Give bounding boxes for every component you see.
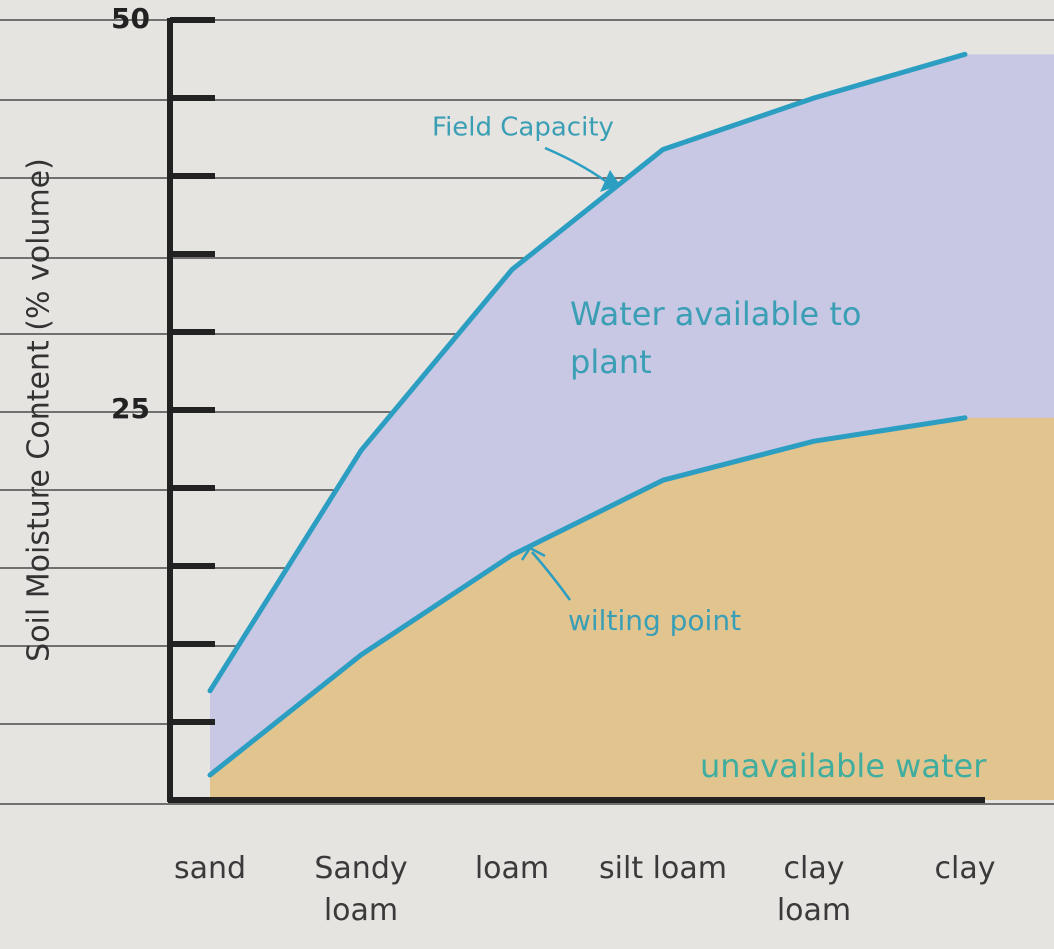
annotation-box: Water available to plant [570,290,950,400]
annotation: unavailable water [700,747,987,785]
x-tick-label: sand [145,848,275,890]
x-tick-label: Sandy loam [296,848,426,932]
annotation: Field Capacity [432,113,614,143]
x-tick-label: clay loam [749,848,879,932]
y-tick-label: 25 [111,392,150,425]
x-tick-label: silt loam [598,848,728,890]
chart: Soil Moisture Content (% volume) Field C… [0,0,1054,949]
x-tick-label: clay [900,848,1030,890]
page: Soil Moisture Content (% volume) Field C… [0,0,1054,949]
y-axis-label: Soil Moisture Content (% volume) [22,158,57,662]
arrow [545,148,615,188]
annotation: wilting point [568,604,741,637]
x-tick-label: loam [447,848,577,890]
y-tick-label: 50 [111,2,150,35]
annotation: Water available to plant [570,290,930,386]
